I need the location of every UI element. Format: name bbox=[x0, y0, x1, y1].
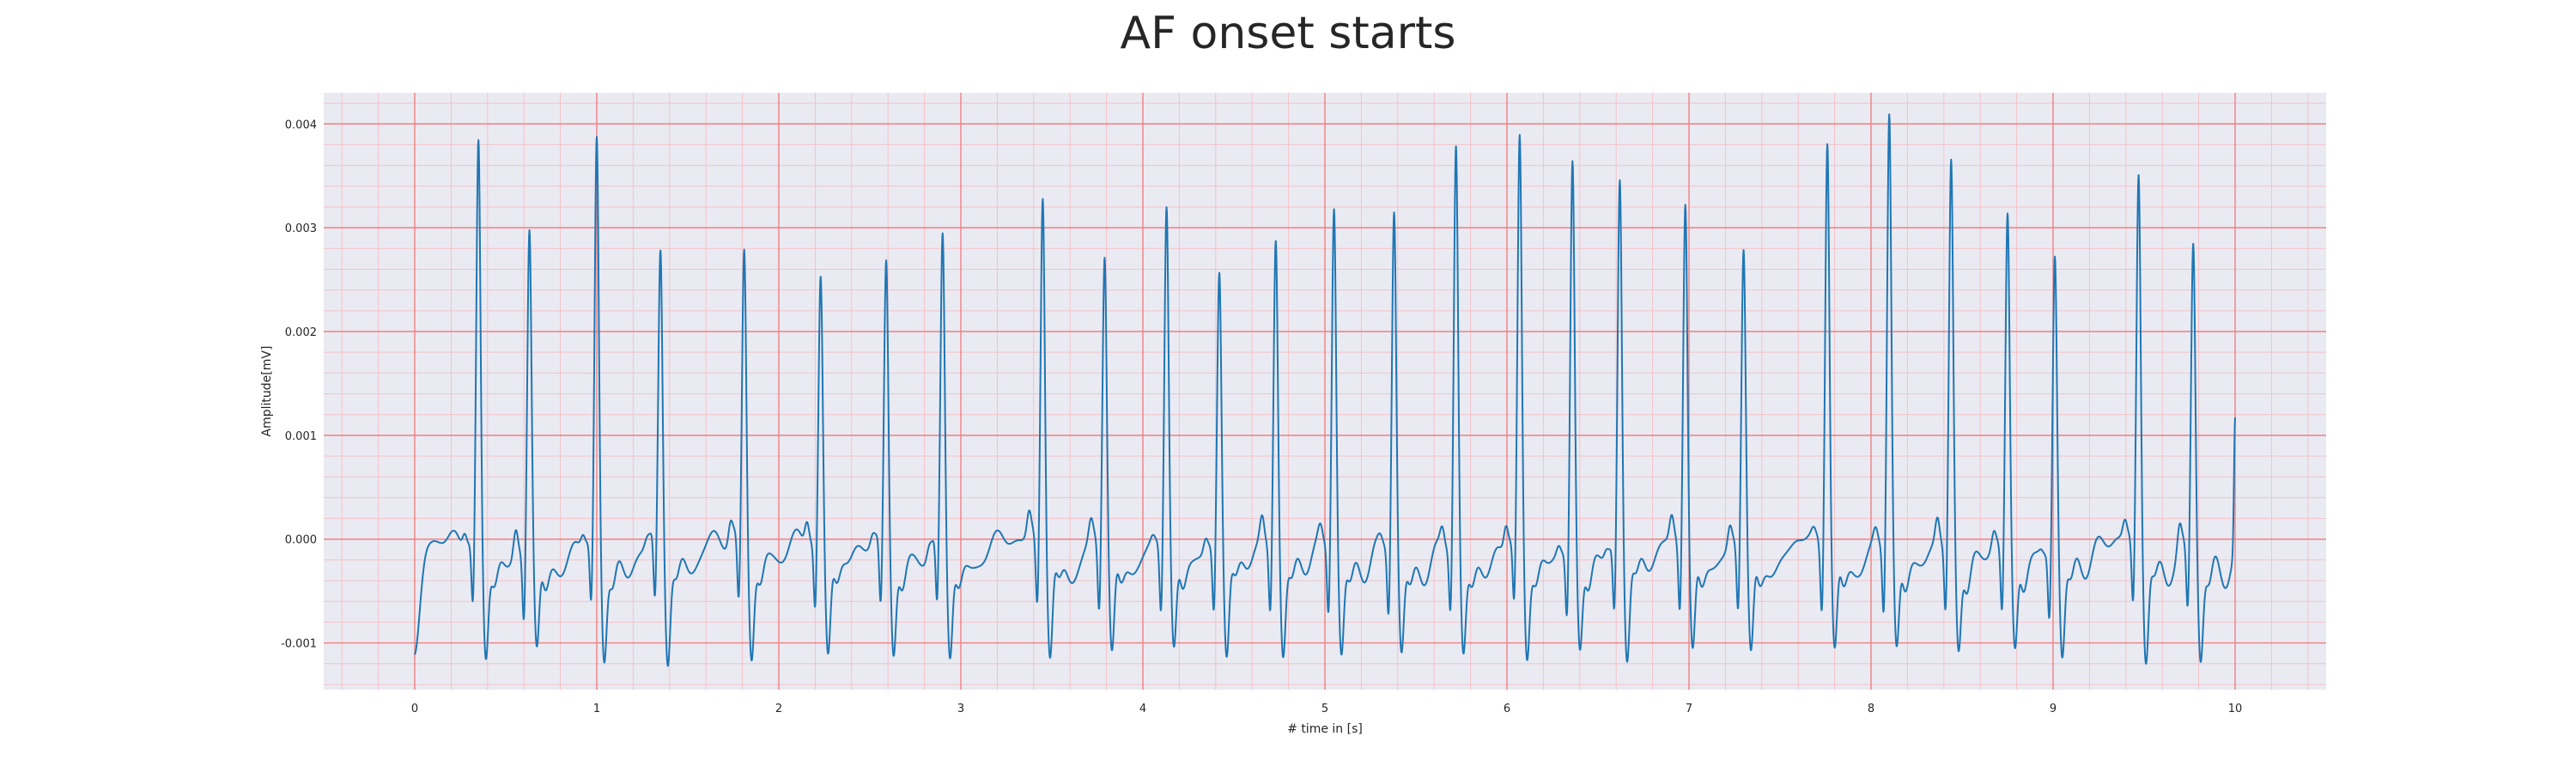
x-tick-label: 4 bbox=[1139, 703, 1146, 715]
y-tick-label: 0.002 bbox=[285, 326, 317, 339]
x-tick-label: 8 bbox=[1868, 703, 1874, 715]
x-axis-label: # time in [s] bbox=[1287, 722, 1363, 736]
x-tick-label: 7 bbox=[1686, 703, 1692, 715]
y-tick-label: 0.001 bbox=[285, 430, 317, 443]
x-tick-label: 10 bbox=[2228, 703, 2243, 715]
x-tick-label: 0 bbox=[411, 703, 418, 715]
x-tick-label: 3 bbox=[957, 703, 964, 715]
y-tick-label: 0.003 bbox=[285, 222, 317, 235]
x-tick-label: 1 bbox=[593, 703, 600, 715]
x-tick-label: 5 bbox=[1321, 703, 1328, 715]
x-tick-label: 6 bbox=[1504, 703, 1510, 715]
x-tick-label: 2 bbox=[775, 703, 782, 715]
y-tick-label: 0.000 bbox=[285, 534, 317, 547]
y-axis-label: Amplitude[mV] bbox=[260, 346, 274, 437]
ecg-signal-line bbox=[414, 113, 2236, 667]
chart-title: AF onset starts bbox=[1120, 8, 1456, 59]
y-tick-label: 0.004 bbox=[285, 119, 317, 131]
x-tick-label: 9 bbox=[2050, 703, 2057, 715]
y-tick-label: -0.001 bbox=[281, 638, 317, 651]
